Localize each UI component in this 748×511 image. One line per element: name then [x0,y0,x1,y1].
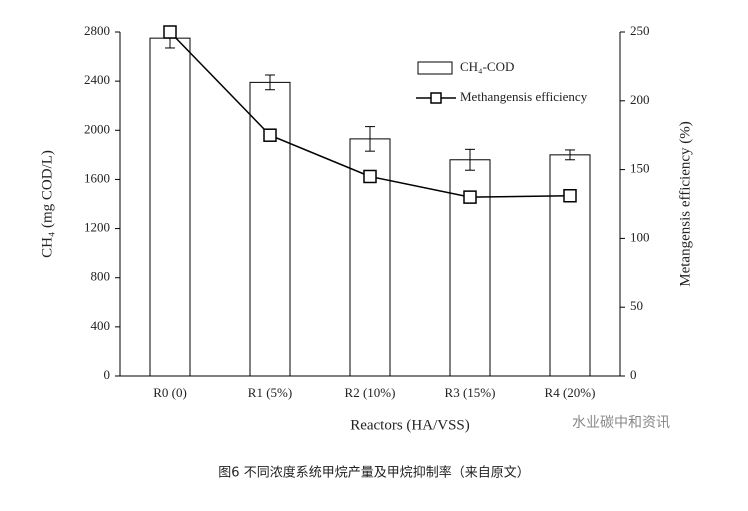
marker [263,128,277,142]
y-tick-label: 800 [91,269,111,284]
legend-label: Methangensis efficiency [460,89,588,104]
x-tick-label: R1 (5%) [248,385,292,400]
x-tick-label: R3 (15%) [445,385,496,400]
caption: 图6 不同浓度系统甲烷产量及甲烷抑制率（来自原文） [218,465,529,481]
watermark: 水业碳中和资讯 [572,415,670,431]
x-tick-label: R2 (10%) [345,385,396,400]
y2-tick-label: 200 [630,92,650,107]
legend-marker [430,92,442,104]
y-tick-label: 1200 [84,220,110,235]
y2-tick-label: 50 [630,298,643,313]
bar [549,154,591,377]
bar [149,37,191,377]
y-tick-label: 2000 [84,121,110,136]
error-bar [365,126,375,152]
marker [563,188,577,203]
x-axis-label: Reactors (HA/VSS) [350,417,470,433]
bar [249,81,291,377]
marker [163,25,177,39]
y2-tick-label: 0 [630,367,637,382]
y-axis-label: CH₄ (mg COD/L) [39,150,55,258]
marker [363,169,377,184]
y2-tick-label: 150 [630,161,650,176]
y-tick-label: 1600 [84,170,110,185]
y-tick-label: 2800 [84,23,110,38]
x-tick-label: R4 (20%) [545,385,596,400]
marker [463,190,477,204]
error-bar [565,149,575,161]
y2-tick-label: 250 [630,23,650,38]
y-tick-label: 400 [91,318,111,333]
y2-tick-label: 100 [630,229,650,244]
y-tick-label: 0 [104,367,111,382]
legend-swatch [417,61,453,75]
y-tick-label: 2400 [84,72,110,87]
error-bar [465,148,475,171]
legend-label: CH₄-COD [460,59,514,74]
x-tick-label: R0 (0) [153,385,187,400]
y2-axis-label: Metangensis efficiency (%) [677,121,693,287]
error-bar [265,74,275,91]
